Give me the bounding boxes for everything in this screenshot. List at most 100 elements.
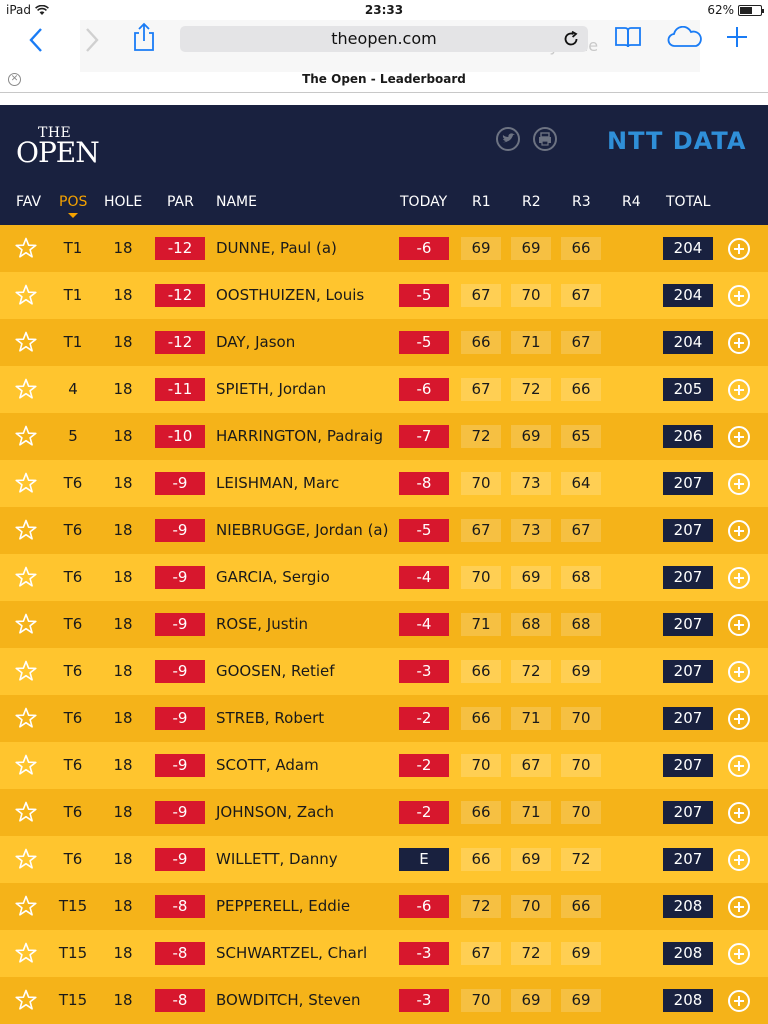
- player-name[interactable]: SPIETH, Jordan: [216, 380, 327, 398]
- expand-plus-icon[interactable]: [728, 426, 750, 448]
- twitter-icon[interactable]: [496, 127, 520, 151]
- icloud-tabs-icon[interactable]: [667, 26, 703, 48]
- table-row[interactable]: T6 18 -9 WILLETT, Danny E 66 69 72 207: [0, 836, 768, 883]
- round-3-score: 66: [561, 237, 601, 260]
- player-name[interactable]: NIEBRUGGE, Jordan (a): [216, 521, 389, 539]
- expand-plus-icon[interactable]: [728, 379, 750, 401]
- expand-plus-icon[interactable]: [728, 520, 750, 542]
- table-row[interactable]: T6 18 -9 GARCIA, Sergio -4 70 69 68 207: [0, 554, 768, 601]
- table-row[interactable]: T15 18 -8 BOWDITCH, Steven -3 70 69 69 208: [0, 977, 768, 1024]
- expand-plus-icon[interactable]: [728, 708, 750, 730]
- expand-plus-icon[interactable]: [728, 473, 750, 495]
- sort-caret-icon: [68, 213, 78, 218]
- player-name[interactable]: LEISHMAN, Marc: [216, 474, 340, 492]
- col-name[interactable]: NAME: [216, 194, 257, 210]
- expand-plus-icon[interactable]: [728, 238, 750, 260]
- favourite-star-icon[interactable]: [14, 942, 38, 964]
- round-1-score: 67: [461, 284, 501, 307]
- table-row[interactable]: T6 18 -9 ROSE, Justin -4 71 68 68 207: [0, 601, 768, 648]
- bookmarks-icon[interactable]: [614, 25, 642, 49]
- favourite-star-icon[interactable]: [14, 472, 38, 494]
- player-name[interactable]: ROSE, Justin: [216, 615, 309, 633]
- player-name[interactable]: SCHWARTZEL, Charl: [216, 944, 368, 962]
- favourite-star-icon[interactable]: [14, 660, 38, 682]
- expand-plus-icon[interactable]: [728, 285, 750, 307]
- table-row[interactable]: T6 18 -9 NIEBRUGGE, Jordan (a) -5 67 73 67 207: [0, 507, 768, 554]
- player-name[interactable]: WILLETT, Danny: [216, 850, 338, 868]
- favourite-star-icon[interactable]: [14, 801, 38, 823]
- player-name[interactable]: JOHNSON, Zach: [216, 803, 335, 821]
- table-row[interactable]: T1 18 -12 OOSTHUIZEN, Louis -5 67 70 67 204: [0, 272, 768, 319]
- player-name[interactable]: OOSTHUIZEN, Louis: [216, 286, 365, 304]
- player-name[interactable]: BOWDITCH, Steven: [216, 991, 361, 1009]
- expand-plus-icon[interactable]: [728, 614, 750, 636]
- round-1-score: 66: [461, 331, 501, 354]
- favourite-star-icon[interactable]: [14, 284, 38, 306]
- expand-plus-icon[interactable]: [728, 896, 750, 918]
- expand-plus-icon[interactable]: [728, 332, 750, 354]
- player-name[interactable]: GOOSEN, Retief: [216, 662, 335, 680]
- the-open-logo[interactable]: THE OPEN: [16, 125, 100, 169]
- expand-plus-icon[interactable]: [728, 943, 750, 965]
- table-row[interactable]: T6 18 -9 SCOTT, Adam -2 70 67 70 207: [0, 742, 768, 789]
- expand-plus-icon[interactable]: [728, 661, 750, 683]
- player-name[interactable]: SCOTT, Adam: [216, 756, 319, 774]
- favourite-star-icon[interactable]: [14, 425, 38, 447]
- favourite-star-icon[interactable]: [14, 895, 38, 917]
- table-row[interactable]: T6 18 -9 STREB, Robert -2 66 71 70 207: [0, 695, 768, 742]
- forward-icon[interactable]: [84, 26, 100, 54]
- favourite-star-icon[interactable]: [14, 613, 38, 635]
- col-par[interactable]: PAR: [167, 194, 194, 210]
- table-row[interactable]: T6 18 -9 LEISHMAN, Marc -8 70 73 64 207: [0, 460, 768, 507]
- table-row[interactable]: 4 18 -11 SPIETH, Jordan -6 67 72 66 205: [0, 366, 768, 413]
- col-hole[interactable]: HOLE: [104, 194, 143, 210]
- favourite-star-icon[interactable]: [14, 754, 38, 776]
- table-row[interactable]: T15 18 -8 SCHWARTZEL, Charl -3 67 72 69 208: [0, 930, 768, 977]
- col-r1[interactable]: R1: [472, 194, 491, 210]
- favourite-star-icon[interactable]: [14, 519, 38, 541]
- col-r4[interactable]: R4: [622, 194, 641, 210]
- total-score: 206: [663, 425, 713, 448]
- player-name[interactable]: STREB, Robert: [216, 709, 325, 727]
- favourite-star-icon[interactable]: [14, 378, 38, 400]
- favourite-star-icon[interactable]: [14, 566, 38, 588]
- sponsor-logo[interactable]: NTT DATA: [607, 127, 747, 155]
- favourite-star-icon[interactable]: [14, 707, 38, 729]
- player-name[interactable]: HARRINGTON, Padraig: [216, 427, 383, 445]
- today-score: -8: [399, 472, 449, 495]
- expand-plus-icon[interactable]: [728, 802, 750, 824]
- print-icon[interactable]: [533, 127, 557, 151]
- favourite-star-icon[interactable]: [14, 237, 38, 259]
- table-row[interactable]: T15 18 -8 PEPPERELL, Eddie -6 72 70 66 208: [0, 883, 768, 930]
- player-name[interactable]: PEPPERELL, Eddie: [216, 897, 351, 915]
- expand-plus-icon[interactable]: [728, 755, 750, 777]
- share-icon[interactable]: [132, 22, 156, 52]
- favourite-star-icon[interactable]: [14, 989, 38, 1011]
- player-name[interactable]: DAY, Jason: [216, 333, 296, 351]
- back-icon[interactable]: [28, 26, 44, 54]
- favourite-star-icon[interactable]: [14, 331, 38, 353]
- expand-plus-icon[interactable]: [728, 849, 750, 871]
- new-tab-icon[interactable]: [726, 26, 748, 48]
- player-name[interactable]: GARCIA, Sergio: [216, 568, 330, 586]
- player-name[interactable]: DUNNE, Paul (a): [216, 239, 337, 257]
- col-r3[interactable]: R3: [572, 194, 591, 210]
- close-tab-icon[interactable]: ✕: [8, 73, 21, 86]
- today-score: -6: [399, 895, 449, 918]
- col-total[interactable]: TOTAL: [666, 194, 711, 210]
- table-row[interactable]: T1 18 -12 DUNNE, Paul (a) -6 69 69 66 204: [0, 225, 768, 272]
- col-today[interactable]: TODAY: [400, 194, 448, 210]
- col-r2[interactable]: R2: [522, 194, 541, 210]
- table-row[interactable]: T6 18 -9 GOOSEN, Retief -3 66 72 69 207: [0, 648, 768, 695]
- table-row[interactable]: 5 18 -10 HARRINGTON, Padraig -7 72 69 65 206: [0, 413, 768, 460]
- col-pos[interactable]: POS: [59, 194, 88, 210]
- table-row[interactable]: T1 18 -12 DAY, Jason -5 66 71 67 204: [0, 319, 768, 366]
- expand-plus-icon[interactable]: [728, 990, 750, 1012]
- expand-plus-icon[interactable]: [728, 567, 750, 589]
- table-row[interactable]: T6 18 -9 JOHNSON, Zach -2 66 71 70 207: [0, 789, 768, 836]
- hole: 18: [113, 662, 133, 680]
- favourite-star-icon[interactable]: [14, 848, 38, 870]
- address-bar[interactable]: theopen.com: [180, 26, 588, 52]
- col-fav[interactable]: FAV: [16, 194, 42, 210]
- reload-icon[interactable]: [562, 30, 580, 48]
